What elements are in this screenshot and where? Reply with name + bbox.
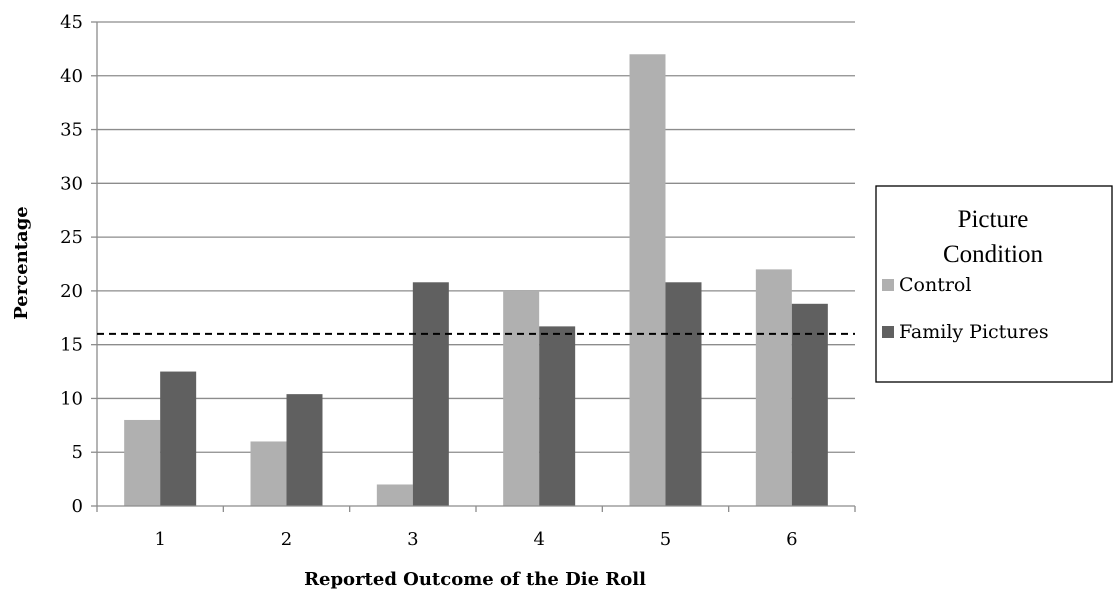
legend-label-family-pictures: Family Pictures <box>899 321 1049 343</box>
bar-control-1 <box>124 419 161 506</box>
y-tick-labels: 0 5 10 15 20 25 30 35 40 45 <box>60 12 83 517</box>
legend-title-line-1: Picture <box>958 206 1029 233</box>
legend-label-control: Control <box>899 274 971 296</box>
legend-box <box>875 185 1113 383</box>
axes <box>91 21 856 512</box>
bar-family-pictures-4 <box>539 326 576 506</box>
x-tick-label-4: 4 <box>533 529 544 550</box>
y-tick-label-15: 15 <box>60 335 83 356</box>
x-tick-label-6: 6 <box>786 529 797 550</box>
bar-family-pictures-3 <box>412 282 449 506</box>
legend-swatch-family-pictures <box>882 326 894 338</box>
bar-control-4 <box>503 290 540 506</box>
bar-control-6 <box>755 269 792 506</box>
bar-control-5 <box>629 54 666 507</box>
bars <box>124 54 828 507</box>
y-tick-label-30: 30 <box>60 173 83 194</box>
y-tick-label-20: 20 <box>60 281 83 302</box>
x-axis-title: Reported Outcome of the Die Roll <box>304 569 646 590</box>
y-tick-label-35: 35 <box>60 120 83 141</box>
legend: Picture Condition Control Family Picture… <box>875 185 1113 383</box>
bar-family-pictures-1 <box>160 371 197 506</box>
legend-title-line-2: Condition <box>943 241 1044 268</box>
y-tick-label-40: 40 <box>60 66 83 87</box>
y-tick-label-5: 5 <box>72 442 83 463</box>
y-axis-title: Percentage <box>11 206 32 320</box>
bar-control-2 <box>250 441 287 506</box>
legend-swatch-control <box>882 279 894 291</box>
x-tick-labels: 1 2 3 4 5 6 <box>154 529 797 550</box>
gridlines <box>97 21 855 453</box>
y-tick-label-10: 10 <box>60 388 83 409</box>
x-tick-label-1: 1 <box>154 529 165 550</box>
y-tick-label-0: 0 <box>72 496 83 517</box>
bar-family-pictures-5 <box>665 282 702 506</box>
bar-family-pictures-2 <box>286 394 323 506</box>
x-tick-label-2: 2 <box>281 529 292 550</box>
bar-family-pictures-6 <box>791 303 828 506</box>
x-tick-label-3: 3 <box>407 529 418 550</box>
x-tick-label-5: 5 <box>660 529 671 550</box>
bar-control-3 <box>376 484 413 506</box>
y-tick-label-45: 45 <box>60 12 83 33</box>
y-tick-label-25: 25 <box>60 227 83 248</box>
